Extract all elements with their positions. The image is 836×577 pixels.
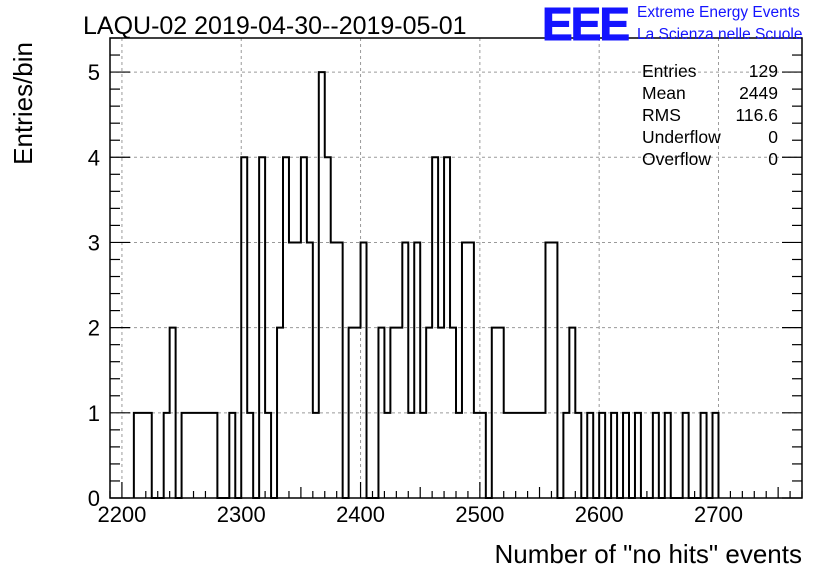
y-tick-label: 2 — [88, 316, 100, 341]
eee-logo: EEE Extreme Energy Events La Scienza nel… — [542, 0, 803, 51]
stats-value: 116.6 — [736, 105, 779, 125]
x-tick-label: 2400 — [336, 502, 385, 527]
x-axis-label: Number of "no hits" events — [495, 539, 803, 569]
x-tick-label: 2600 — [575, 502, 624, 527]
statistics-box: Entries 129 Mean 2449 RMS 116.6 Underflow 0 Over… — [642, 61, 778, 169]
eee-logo-line2: La Scienza nelle Scuole — [637, 26, 802, 43]
x-tick-label: 2200 — [97, 502, 146, 527]
stats-value: 0 — [768, 127, 778, 147]
y-axis-label: Entries/bin — [8, 42, 38, 165]
eee-logo-line1: Extreme Energy Events — [637, 4, 800, 21]
x-tick-label: 2700 — [694, 502, 743, 527]
stats-label: Mean — [642, 83, 686, 103]
histogram-outline — [132, 71, 720, 499]
stats-label: Entries — [642, 61, 697, 81]
y-axis-ticks: 0 1 2 3 4 5 — [88, 37, 802, 511]
x-tick-label: 2500 — [455, 502, 504, 527]
chart-title: LAQU-02 2019-04-30--2019-05-01 — [83, 12, 467, 40]
stats-value: 129 — [749, 61, 778, 81]
y-tick-label: 1 — [88, 401, 100, 426]
eee-logo-letters: EEE — [542, 0, 628, 50]
stats-value: 2449 — [739, 83, 778, 103]
y-tick-label: 4 — [88, 145, 100, 170]
stats-label: Underflow — [642, 127, 721, 147]
y-tick-label: 5 — [88, 60, 100, 85]
stats-label: RMS — [642, 105, 681, 125]
y-tick-label: 0 — [88, 486, 100, 511]
stats-label: Overflow — [642, 149, 711, 169]
x-axis-ticks: 2200 2300 2400 2500 2600 2700 — [97, 482, 803, 527]
stats-value: 0 — [768, 149, 778, 169]
y-tick-label: 3 — [88, 230, 100, 255]
x-tick-label: 2300 — [217, 502, 266, 527]
